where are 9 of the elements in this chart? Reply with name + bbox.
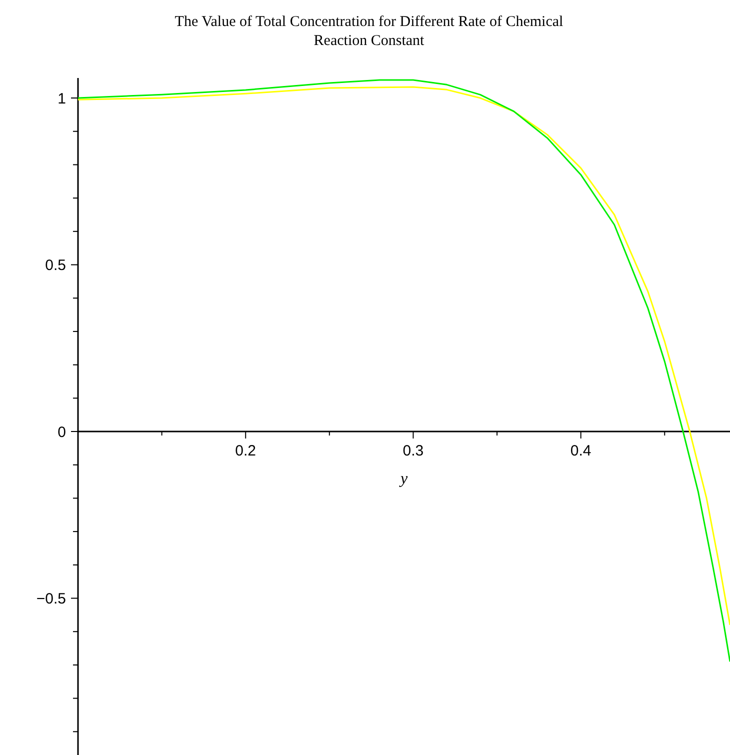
x-tick-label: 0.4 bbox=[570, 442, 592, 460]
x-tick-label: 0.2 bbox=[235, 442, 256, 460]
y-tick-label: −0.5 bbox=[36, 590, 66, 608]
chart-title: The Value of Total Concentration for Different Rate of Chemical Reaction Constant bbox=[174, 14, 564, 49]
y-tick-label: 1 bbox=[58, 90, 66, 108]
y-tick-label: 0.5 bbox=[45, 257, 66, 274]
x-tick-label: 0.3 bbox=[402, 442, 424, 460]
y-tick-label: 0 bbox=[58, 424, 66, 441]
x-axis-title: y bbox=[398, 470, 408, 488]
